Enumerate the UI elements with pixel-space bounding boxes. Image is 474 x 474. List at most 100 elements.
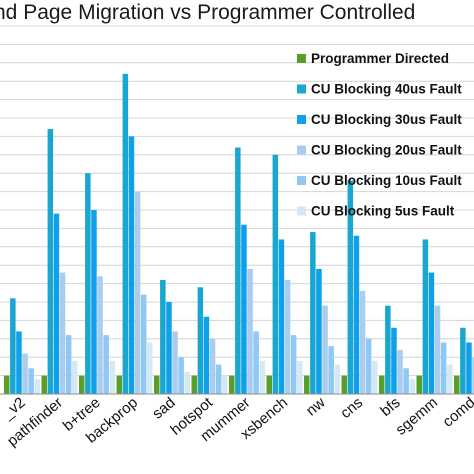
bar: [379, 375, 385, 394]
x-tick-label: comd: [440, 394, 474, 431]
bar: [460, 327, 466, 394]
bar: [178, 357, 184, 394]
legend: Programmer Directed CU Blocking 40us Faul…: [297, 51, 462, 219]
bar: [140, 294, 147, 394]
bar: [440, 342, 447, 394]
bar-group: [266, 154, 303, 394]
bar: [428, 272, 435, 394]
bar: [184, 371, 190, 394]
bar: [203, 316, 210, 394]
chart-title: nd Page Migration vs Programmer Controll…: [0, 1, 415, 24]
legend-item: Programmer Directed: [297, 51, 449, 66]
bar: [316, 268, 322, 394]
bar: [59, 272, 66, 394]
bar: [53, 213, 60, 394]
bar: [409, 379, 415, 394]
legend-label: CU Blocking 40us Fault: [311, 82, 462, 97]
legend-swatch: [297, 206, 306, 216]
bar: [47, 129, 54, 395]
bar-group: [229, 147, 265, 394]
bar-group: [416, 239, 453, 394]
bar: [322, 305, 328, 394]
x-tick-label: sgemm: [392, 394, 441, 439]
bar: [128, 136, 135, 394]
bar: [347, 180, 354, 394]
x-tick-label: cns: [337, 394, 366, 422]
bar: [434, 305, 441, 394]
legend-swatch: [297, 115, 306, 124]
bar: [278, 239, 285, 394]
bar: [359, 290, 366, 394]
bar: [65, 335, 72, 394]
bar: [97, 276, 103, 394]
bar: [397, 349, 403, 394]
bar: [147, 342, 153, 394]
bar: [334, 364, 340, 394]
bar: [172, 331, 178, 394]
bar: [235, 147, 241, 394]
bar: [222, 375, 228, 394]
bar: [16, 331, 22, 394]
bar: [472, 357, 474, 394]
bar: [241, 224, 247, 394]
bar: [72, 360, 78, 394]
x-tick-label: sad: [149, 394, 178, 423]
bar: [34, 379, 40, 394]
bar: [290, 335, 297, 394]
legend-item: CU Blocking 5us Fault: [297, 204, 455, 219]
bar-group: [116, 73, 153, 394]
legend-item: CU Blocking 10us Fault: [297, 173, 462, 188]
legend-item: CU Blocking 30us Fault: [297, 112, 462, 127]
legend-swatch: [297, 145, 306, 155]
bar: [209, 338, 216, 394]
bar-group: [304, 232, 340, 394]
bar: [391, 327, 397, 394]
bar: [122, 73, 129, 394]
bar: [79, 375, 85, 394]
bar: [403, 368, 409, 394]
bar: [253, 331, 259, 394]
bar: [341, 375, 347, 394]
bar: [385, 305, 391, 394]
bar: [259, 360, 265, 394]
bar: [191, 375, 197, 394]
bar-group: [154, 279, 190, 394]
bar-group: [79, 173, 115, 394]
bar: [372, 360, 378, 394]
bar: [116, 375, 122, 394]
bar: [466, 342, 472, 394]
bar: [297, 360, 303, 394]
x-tick-label: bfs: [377, 394, 403, 420]
bar-group: [4, 298, 40, 394]
bar-group: [41, 129, 78, 395]
bar: [109, 360, 115, 394]
bar-group: [379, 305, 415, 394]
bar: [454, 375, 460, 394]
bar: [215, 364, 222, 394]
legend-item: CU Blocking 40us Fault: [297, 82, 462, 97]
bar: [91, 210, 97, 394]
bar: [304, 375, 310, 394]
bar: [310, 232, 316, 394]
legend-swatch: [297, 54, 306, 63]
bar: [41, 375, 47, 394]
legend-label: CU Blocking 20us Fault: [311, 143, 462, 158]
bar: [28, 368, 34, 394]
bar: [4, 375, 10, 394]
bar: [284, 279, 291, 394]
legend-label: Programmer Directed: [311, 51, 449, 66]
bar: [134, 191, 141, 394]
bar: [328, 346, 334, 394]
bar: [447, 364, 453, 394]
bar-group: [341, 180, 378, 394]
bar: [166, 302, 172, 394]
bar: [365, 338, 372, 394]
bar: [247, 268, 253, 394]
bar: [85, 173, 91, 394]
bar: [10, 298, 16, 394]
bar: [197, 287, 204, 394]
bar: [272, 154, 279, 394]
bar: [229, 375, 235, 394]
bar: [353, 235, 360, 394]
